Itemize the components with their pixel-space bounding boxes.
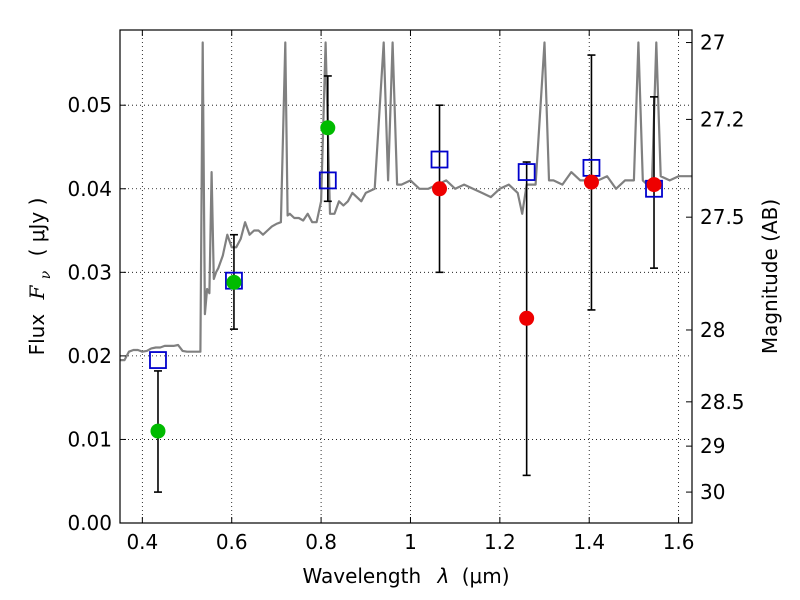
- x-tick-label: 1.6: [663, 530, 695, 554]
- observed-flux-point: [226, 274, 242, 290]
- observed-flux-point: [320, 120, 336, 136]
- y-axis-label: Flux F ν ( μJy ): [25, 198, 55, 356]
- y-tick-label: 0.04: [67, 177, 112, 201]
- y2-tick-label: 27.2: [700, 107, 745, 131]
- y-tick-label: 0.00: [67, 511, 112, 535]
- observed-flux-point: [646, 177, 662, 193]
- x-tick-label: 1.4: [573, 530, 605, 554]
- y2-axis-label: Magnitude (AB): [758, 199, 782, 354]
- model-flux-square: [517, 163, 536, 181]
- y2-tick-label: 29: [700, 434, 725, 458]
- model-flux-square: [430, 150, 449, 169]
- observed-flux-point: [519, 310, 535, 326]
- axis-ticks: 0.4 0.6 0.8 1 1.2 1.4 1.6 0.00 0.01 0.02 0.03 0.04 0…: [67, 30, 745, 554]
- y-axis-label-subscript: ν: [38, 270, 54, 279]
- plot-area: [120, 41, 692, 493]
- y2-tick-label: 28: [700, 318, 725, 342]
- model-flux-square: [149, 351, 167, 369]
- x-axis-label-unit: (μm): [462, 564, 510, 588]
- observed-flux-point: [150, 423, 166, 439]
- y2-tick-label: 27: [700, 31, 725, 55]
- y-axis-label-unit: ( μJy ): [25, 198, 49, 257]
- y2-tick-label: 27.5: [700, 205, 745, 229]
- y2-tick-label: 30: [700, 480, 725, 504]
- y-tick-label: 0.03: [67, 260, 112, 284]
- x-axis-label-symbol: λ: [437, 564, 450, 588]
- y-tick-label: 0.05: [67, 93, 112, 117]
- plot-frame: [119, 29, 693, 524]
- x-tick-label: 0.4: [126, 530, 158, 554]
- y-axis-label-prefix: Flux: [25, 314, 49, 356]
- spectrum-line: [120, 41, 692, 362]
- y-tick-label: 0.01: [67, 427, 112, 451]
- x-tick-label: 0.8: [305, 530, 337, 554]
- y-tick-label: 0.02: [67, 344, 112, 368]
- observed-flux-point: [583, 174, 599, 190]
- y-axis-label-symbol: F: [25, 284, 49, 300]
- model-flux-square: [318, 171, 337, 190]
- grid-lines: [120, 30, 692, 524]
- y2-tick-label: 28.5: [700, 390, 745, 414]
- x-tick-label: 1: [404, 530, 417, 554]
- x-tick-label: 0.6: [216, 530, 248, 554]
- x-tick-label: 1.2: [484, 530, 516, 554]
- x-axis-label-prefix: Wavelength: [302, 564, 421, 588]
- x-axis-label: Wavelength λ (μm): [302, 564, 509, 588]
- observed-flux-point: [432, 181, 448, 197]
